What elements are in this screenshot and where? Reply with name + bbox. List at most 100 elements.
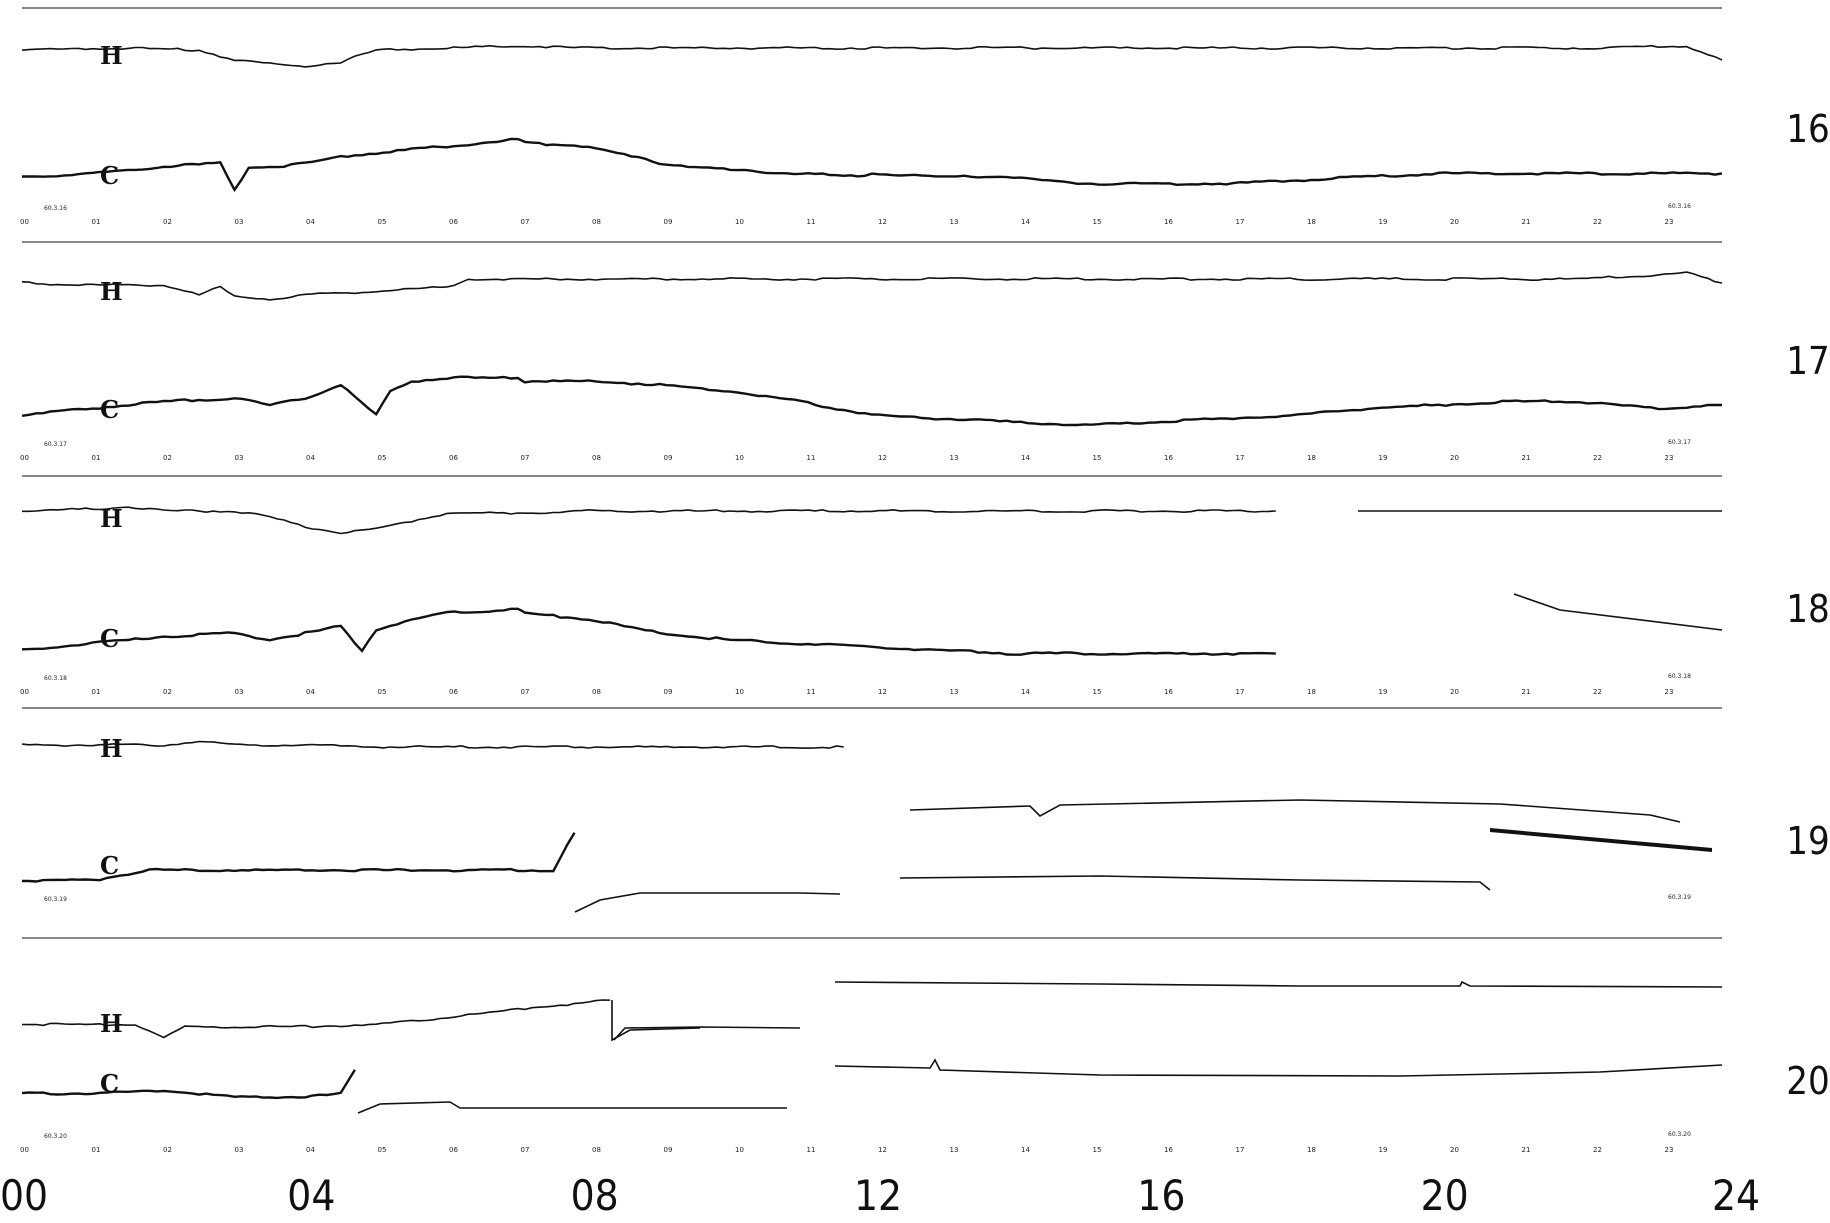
hour-tick-label: 11 [807,1146,816,1154]
trace-label-h: H [100,1009,123,1038]
trace-label-h: H [100,41,123,70]
hour-tick-label: 05 [378,1146,387,1154]
hour-tick-label: 08 [592,218,601,226]
hour-tick-label: 01 [92,454,101,462]
hour-tick-label: 17 [1236,1146,1245,1154]
hour-tick-label: 07 [521,688,530,696]
hour-tick-label: 09 [664,1146,673,1154]
hour-tick-label: 12 [878,218,887,226]
hour-tick-label: 00 [20,1146,29,1154]
hour-tick-label: 14 [1021,688,1030,696]
day-panel-19: H C 60.3.19 60.3.19 [21,707,1722,903]
trace-h-20 [21,999,610,1039]
hour-tick-label: 11 [807,218,816,226]
date-stamp-end: 60.3.20 [1668,1131,1691,1138]
hour-tick-label: 22 [1593,1146,1602,1154]
hour-tick-label: 21 [1522,218,1531,226]
date-stamp-start: 60.3.18 [44,675,67,682]
hour-tick-label: 22 [1593,454,1602,462]
hour-tick-label: 19 [1379,218,1388,226]
hour-tick-label: 14 [1021,454,1030,462]
day-label-18: 18 [1786,587,1830,631]
trace-label-c: C [100,1069,119,1098]
hour-tick-label: 03 [235,454,244,462]
trace-label-h: H [100,277,123,306]
trace-label-c: C [100,851,119,880]
hour-tick-label: 21 [1522,688,1531,696]
hour-tick-label: 23 [1665,688,1674,696]
trace-label-h: H [100,504,123,533]
day-label-16: 16 [1786,107,1830,151]
x-axis-tick-label: 04 [287,1171,335,1220]
hour-tick-label: 17 [1236,454,1245,462]
day-label-19: 19 [1786,819,1830,863]
hour-tick-label: 02 [163,218,172,226]
hour-tick-label: 07 [521,218,530,226]
hour-tick-label: 00 [20,218,29,226]
hour-tick-label: 18 [1307,688,1316,696]
hour-tick-label: 10 [735,688,744,696]
trace-h-20-cont [834,980,1723,988]
hour-tick-label: 05 [378,688,387,696]
trace-c-18 [21,607,1276,656]
hour-tick-label: 16 [1164,1146,1173,1154]
trace-h-20-step [611,1000,701,1042]
hour-tick-label: 23 [1665,218,1674,226]
hour-tick-label: 21 [1522,1146,1531,1154]
trace-h-20-mid [613,1026,801,1041]
hour-tick-label: 07 [521,1146,530,1154]
date-stamp-start: 60.3.20 [44,1133,67,1140]
hour-tick-label: 16 [1164,218,1173,226]
hour-tick-label: 06 [449,1146,458,1154]
date-stamp-start: 60.3.16 [44,205,67,212]
x-axis-tick-label: 12 [854,1171,902,1220]
trace-c-17 [21,375,1722,427]
trace-h-19-cont [909,799,1681,823]
trace-label-h: H [100,734,123,763]
hour-tick-label: 15 [1093,218,1102,226]
hour-tick-label: 10 [735,454,744,462]
x-axis-tick-label: 16 [1137,1171,1185,1220]
hour-tick-label: 19 [1379,688,1388,696]
hour-tick-label: 09 [664,688,673,696]
day-panel-17: H C 00 01 02 03 04 05 06 07 08 09 10 11 12 13 14 15 16 17 18… [20,241,1723,462]
hour-tick-label: 10 [735,218,744,226]
hour-tick-label: 02 [163,454,172,462]
hour-tick-label: 05 [378,218,387,226]
hour-tick-label: 20 [1450,218,1459,226]
hour-tick-label: 15 [1093,1146,1102,1154]
trace-c-19-lower [574,892,841,913]
hour-tick-label: 05 [378,454,387,462]
date-stamp-start: 60.3.19 [44,896,67,903]
hour-tick-label: 04 [306,688,315,696]
day-label-17: 17 [1786,339,1830,383]
hour-tick-label: 14 [1021,1146,1030,1154]
hour-tick-label: 15 [1093,454,1102,462]
hour-tick-label: 20 [1450,688,1459,696]
hour-tick-label: 01 [92,218,101,226]
hour-tick-label: 10 [735,1146,744,1154]
day-label-20: 20 [1786,1059,1830,1103]
x-axis-tick-label: 24 [1712,1171,1760,1220]
date-stamp-end: 60.3.16 [1668,203,1691,210]
hour-tick-label: 03 [235,218,244,226]
trace-h-17 [21,271,1723,301]
x-axis-tick-label: 20 [1421,1171,1469,1220]
hour-tick-label: 23 [1665,454,1674,462]
trace-c-16 [22,137,1723,193]
hour-tick-label: 04 [306,218,315,226]
date-stamp-end: 60.3.18 [1668,673,1691,680]
hour-tick-label: 01 [92,688,101,696]
hour-tick-label: 22 [1593,688,1602,696]
date-stamp-end: 60.3.17 [1668,439,1691,446]
hour-tick-label: 00 [20,454,29,462]
hour-tick-label: 13 [950,1146,959,1154]
hour-tick-label: 12 [878,688,887,696]
trace-c-19 [22,832,576,883]
hour-tick-label: 16 [1164,688,1173,696]
hour-tick-label: 07 [521,454,530,462]
hour-tick-label: 15 [1093,688,1102,696]
date-stamp-end: 60.3.19 [1668,894,1691,901]
hour-tick-label: 18 [1307,1146,1316,1154]
hour-tick-label: 08 [592,454,601,462]
